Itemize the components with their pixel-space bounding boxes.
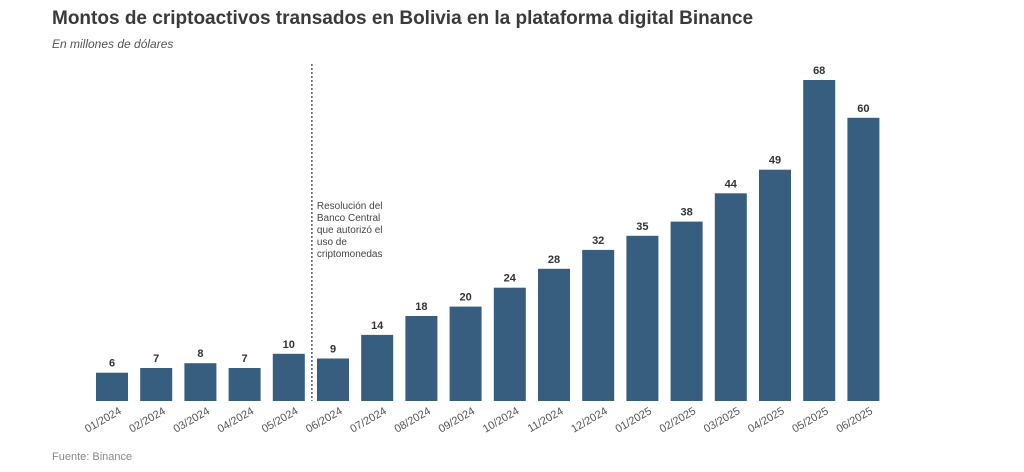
bar-06-2025 [847,117,880,402]
data-label-02-2025: 38 [680,207,692,219]
x-tick-label-05-2025: 05/2025 [790,405,830,435]
x-tick-label-01-2024: 01/2024 [83,405,123,435]
bar-02-2025 [670,221,703,401]
x-tick-label-06-2024: 06/2024 [304,405,344,435]
bar-01-2024 [96,372,128,401]
bar-05-2024 [272,353,305,401]
bar-03-2024 [184,363,217,401]
x-tick-label-08-2024: 08/2024 [392,405,432,435]
bar-12-2024 [582,249,615,401]
bar-11-2024 [538,268,570,401]
bar-05-2025 [803,80,836,401]
bar-04-2025 [759,169,791,401]
data-label-01-2024: 6 [109,358,115,370]
bar-10-2024 [493,287,526,401]
data-label-07-2024: 14 [371,320,384,332]
data-label-05-2024: 10 [283,339,295,351]
data-label-09-2024: 20 [459,292,471,304]
x-tick-label-10-2024: 10/2024 [481,405,521,435]
x-tick-label-05-2024: 05/2024 [260,405,300,435]
data-label-04-2025: 49 [769,155,781,167]
data-label-05-2025: 68 [813,65,825,77]
data-label-11-2024: 28 [548,254,560,266]
annotation-text: Resolución del Banco Central que autorizó … [317,201,383,260]
x-tick-label-09-2024: 09/2024 [437,405,477,435]
bar-06-2024 [317,358,349,401]
x-tick-label-03-2024: 03/2024 [171,405,211,435]
data-label-03-2024: 8 [197,348,203,360]
data-label-08-2024: 18 [415,301,427,313]
data-label-06-2025: 60 [857,103,869,115]
data-label-04-2024: 7 [242,353,248,365]
x-tick-label-06-2025: 06/2025 [834,405,874,435]
bar-09-2024 [449,306,482,401]
data-label-03-2025: 44 [725,178,738,190]
chart-title: Montos de criptoactivos transados en Bol… [52,8,754,29]
data-label-06-2024: 9 [330,344,336,356]
x-tick-label-01-2025: 01/2025 [613,405,653,435]
bar-08-2024 [405,316,438,401]
data-label-01-2025: 35 [636,221,648,233]
bar-01-2025 [626,235,659,401]
source-note: Fuente: Binance [52,451,133,463]
bar-04-2024 [228,368,261,401]
bar-03-2025 [714,193,747,401]
x-tick-label-04-2024: 04/2024 [216,405,256,435]
x-tick-label-04-2025: 04/2025 [746,405,786,435]
data-label-02-2024: 7 [153,353,159,365]
bar-07-2024 [361,334,394,401]
x-tick-label-12-2024: 12/2024 [569,405,609,435]
x-tick-label-02-2025: 02/2025 [658,405,698,435]
data-label-12-2024: 32 [592,235,604,247]
x-tick-label-11-2024: 11/2024 [526,405,566,435]
x-tick-label-03-2025: 03/2025 [702,405,742,435]
x-tick-label-07-2024: 07/2024 [348,405,388,435]
x-tick-label-02-2024: 02/2024 [127,405,167,435]
bar-02-2024 [140,368,173,401]
data-label-10-2024: 24 [504,273,517,285]
chart-subtitle: En millones de dólares [52,37,174,51]
